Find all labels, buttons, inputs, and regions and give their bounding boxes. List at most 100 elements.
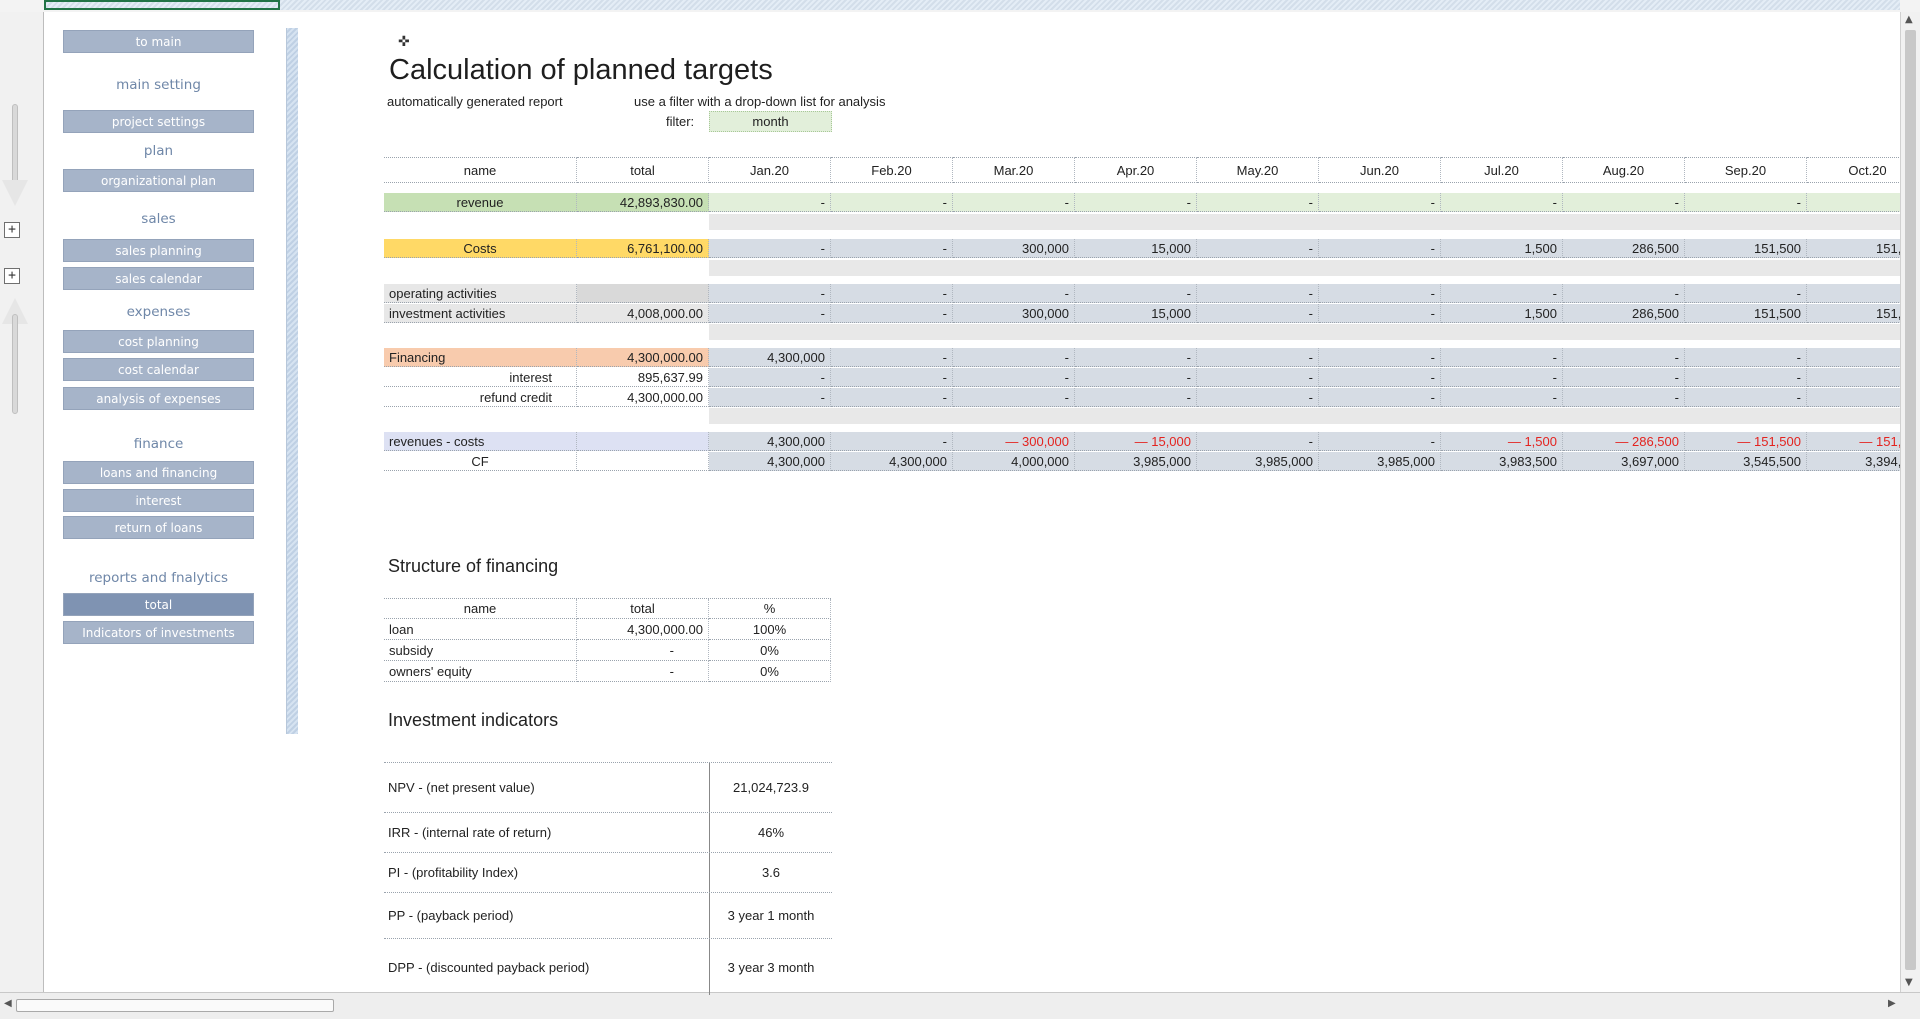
row-value[interactable]: - <box>831 284 953 303</box>
row-value[interactable]: 286,500 <box>1563 239 1685 258</box>
row-value[interactable]: - <box>953 348 1075 367</box>
row-value[interactable]: - <box>1075 348 1197 367</box>
row-value[interactable]: 3,545,500 <box>1685 452 1807 471</box>
row-value[interactable]: 15,000 <box>1075 304 1197 323</box>
row-value[interactable]: - <box>1807 368 1900 387</box>
row-value[interactable]: - <box>1197 239 1319 258</box>
row-value[interactable]: - <box>1685 348 1807 367</box>
scroll-up-icon[interactable]: ▲ <box>1905 14 1913 25</box>
structure-pct[interactable]: 100% <box>709 619 831 640</box>
row-value[interactable]: - <box>1563 284 1685 303</box>
row-value[interactable]: - <box>1685 368 1807 387</box>
row-value[interactable]: - <box>1197 304 1319 323</box>
row-value[interactable]: - <box>831 304 953 323</box>
organizational-plan-button[interactable]: organizational plan <box>63 169 254 192</box>
scroll-down-icon[interactable]: ▼ <box>1905 977 1913 988</box>
structure-name[interactable]: owners' equity <box>384 661 577 682</box>
row-value[interactable]: 3,985,000 <box>1075 452 1197 471</box>
row-value[interactable]: - <box>1319 388 1441 407</box>
row-value[interactable]: 3,697,000 <box>1563 452 1685 471</box>
structure-total[interactable]: - <box>577 661 709 682</box>
row-value[interactable]: - <box>1075 284 1197 303</box>
row-value[interactable]: - <box>1563 388 1685 407</box>
row-value[interactable]: - <box>1441 368 1563 387</box>
cost-planning-button[interactable]: cost planning <box>63 330 254 353</box>
row-value[interactable]: — 151,500 <box>1807 432 1900 451</box>
row-value[interactable]: - <box>831 388 953 407</box>
row-value[interactable]: - <box>1319 432 1441 451</box>
row-value[interactable]: - <box>1197 193 1319 212</box>
row-total[interactable]: 4,300,000.00 <box>577 388 709 407</box>
row-total[interactable]: 6,761,100.00 <box>577 239 709 258</box>
row-name[interactable]: operating activities <box>384 284 577 303</box>
row-value[interactable]: 4,300,000 <box>709 432 831 451</box>
row-value[interactable]: - <box>1197 368 1319 387</box>
row-value[interactable]: - <box>1685 284 1807 303</box>
row-value[interactable]: 151,500 <box>1807 304 1900 323</box>
row-name[interactable]: Costs <box>384 239 577 258</box>
row-value[interactable]: - <box>709 388 831 407</box>
row-value[interactable]: — 286,500 <box>1563 432 1685 451</box>
row-total[interactable] <box>577 284 709 303</box>
row-value[interactable]: - <box>953 388 1075 407</box>
indicator-value[interactable]: 3 year 3 month <box>727 959 815 975</box>
row-value[interactable]: - <box>1197 388 1319 407</box>
row-value[interactable]: - <box>1197 348 1319 367</box>
row-value[interactable]: 151,500 <box>1685 239 1807 258</box>
row-value[interactable]: - <box>831 193 953 212</box>
row-value[interactable]: - <box>953 193 1075 212</box>
structure-pct[interactable]: 0% <box>709 640 831 661</box>
sales-calendar-button[interactable]: sales calendar <box>63 267 254 290</box>
row-value[interactable]: - <box>1197 432 1319 451</box>
indicator-value[interactable]: 21,024,723.9 <box>733 780 809 795</box>
row-value[interactable]: — 1,500 <box>1441 432 1563 451</box>
structure-pct[interactable]: 0% <box>709 661 831 682</box>
return-of-loans-button[interactable]: return of loans <box>63 516 254 539</box>
project-settings-button[interactable]: project settings <box>63 110 254 133</box>
row-value[interactable]: - <box>1563 368 1685 387</box>
structure-total[interactable]: 4,300,000.00 <box>577 619 709 640</box>
structure-name[interactable]: loan <box>384 619 577 640</box>
total-button[interactable]: total <box>63 593 254 616</box>
vertical-scrollbar[interactable]: ▲ ▼ <box>1900 12 1920 992</box>
row-value[interactable]: 286,500 <box>1563 304 1685 323</box>
row-value[interactable]: - <box>1685 388 1807 407</box>
row-value[interactable]: 1,500 <box>1441 304 1563 323</box>
row-value[interactable]: - <box>709 304 831 323</box>
active-cell[interactable] <box>44 0 280 10</box>
scroll-right-icon[interactable]: ▶ <box>1888 998 1896 1009</box>
row-name[interactable]: interest <box>384 368 577 387</box>
row-value[interactable]: - <box>1319 193 1441 212</box>
row-name[interactable]: CF <box>384 452 577 471</box>
row-value[interactable]: - <box>1319 304 1441 323</box>
row-total[interactable]: 895,637.99 <box>577 368 709 387</box>
to-main-button[interactable]: to main <box>63 30 254 53</box>
row-value[interactable]: - <box>1441 388 1563 407</box>
row-value[interactable]: — 151,500 <box>1685 432 1807 451</box>
cost-calendar-button[interactable]: cost calendar <box>63 358 254 381</box>
row-value[interactable]: - <box>831 239 953 258</box>
row-value[interactable]: - <box>1807 284 1900 303</box>
row-value[interactable]: 3,985,000 <box>1319 452 1441 471</box>
row-value[interactable]: - <box>1319 348 1441 367</box>
row-value[interactable]: - <box>1075 368 1197 387</box>
horizontal-scrollbar[interactable]: ◀ ▶ <box>0 992 1920 1019</box>
structure-total[interactable]: - <box>577 640 709 661</box>
row-value[interactable]: - <box>831 368 953 387</box>
row-value[interactable]: - <box>709 368 831 387</box>
row-value[interactable]: 4,000,000 <box>953 452 1075 471</box>
row-value[interactable]: 4,300,000 <box>831 452 953 471</box>
row-name[interactable]: revenues - costs <box>384 432 577 451</box>
row-value[interactable]: - <box>1807 193 1900 212</box>
row-value[interactable]: - <box>1807 388 1900 407</box>
row-value[interactable]: 4,300,000 <box>709 452 831 471</box>
row-value[interactable]: - <box>1685 193 1807 212</box>
row-value[interactable]: — 15,000 <box>1075 432 1197 451</box>
row-value[interactable]: 151,500 <box>1685 304 1807 323</box>
analysis-of-expenses-button[interactable]: analysis of expenses <box>63 387 254 410</box>
row-value[interactable]: - <box>1807 348 1900 367</box>
row-total[interactable] <box>577 452 709 471</box>
row-value[interactable]: - <box>1319 368 1441 387</box>
expand-group-button[interactable]: + <box>4 222 20 238</box>
sales-planning-button[interactable]: sales planning <box>63 239 254 262</box>
